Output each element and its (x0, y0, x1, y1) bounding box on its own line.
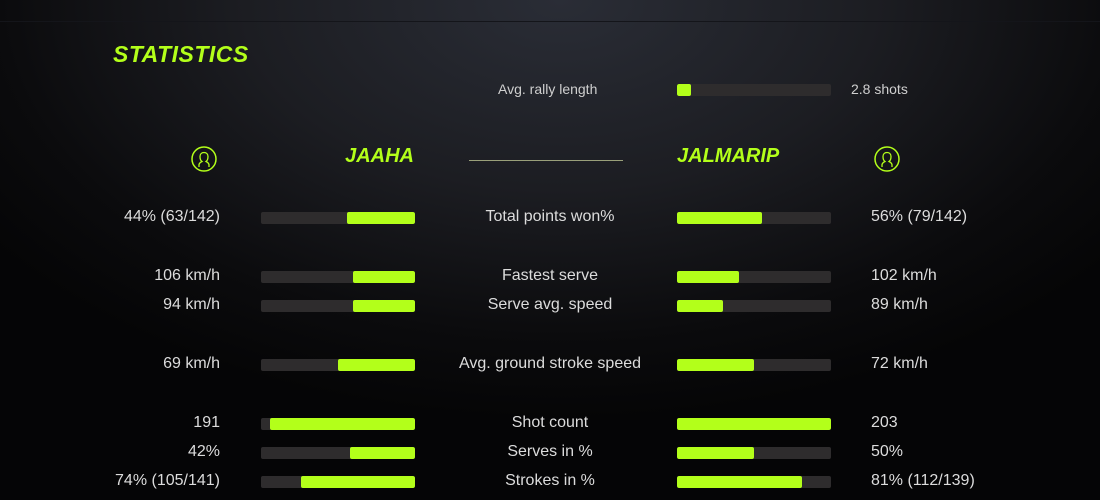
right-stat-bar (677, 271, 831, 283)
stat-label: Strokes in % (505, 472, 595, 489)
right-stat-bar-fill (677, 300, 724, 312)
right-stat-bar-fill (677, 447, 754, 459)
left-stat-bar-fill (347, 212, 415, 224)
user-circle-icon (191, 146, 217, 172)
left-stat-bar-fill (338, 359, 415, 371)
right-stat-value: 56% (79/142) (871, 208, 968, 225)
rally-value: 2.8 shots (851, 81, 908, 97)
left-stat-value: 74% (105/141) (115, 472, 220, 489)
right-stat-bar-fill (677, 359, 754, 371)
right-stat-value: 89 km/h (871, 296, 928, 313)
left-player-name: JAAHA (345, 145, 414, 167)
right-stat-value: 203 (871, 414, 898, 431)
rally-label: Avg. rally length (498, 81, 598, 97)
stat-label: Serves in % (507, 443, 593, 460)
right-stat-bar (677, 212, 831, 224)
left-stat-bar-fill (270, 418, 415, 430)
right-stat-bar (677, 476, 831, 488)
left-stat-value: 191 (193, 414, 220, 431)
page-title: STATISTICS (113, 41, 249, 67)
right-stat-bar (677, 418, 831, 430)
left-stat-value: 69 km/h (163, 355, 220, 372)
left-stat-bar (261, 271, 415, 283)
right-stat-bar-fill (677, 212, 762, 224)
right-stat-bar-fill (677, 476, 802, 488)
right-stat-value: 72 km/h (871, 355, 928, 372)
right-stat-bar (677, 359, 831, 371)
user-circle-icon (874, 146, 900, 172)
right-player-name: JALMARIP (677, 145, 780, 167)
left-stat-bar-fill (353, 271, 415, 283)
left-stat-bar (261, 359, 415, 371)
right-stat-bar-fill (677, 418, 831, 430)
header-divider (469, 160, 623, 161)
right-stat-value: 81% (112/139) (871, 472, 975, 489)
left-stat-bar (261, 212, 415, 224)
right-stat-value: 50% (871, 443, 904, 460)
stat-label: Shot count (511, 414, 589, 431)
top-divider (0, 21, 1100, 22)
left-stat-bar (261, 300, 415, 312)
left-stat-value: 42% (187, 443, 220, 460)
rally-bar (677, 84, 831, 96)
right-stat-bar-fill (677, 271, 739, 283)
left-stat-value: 44% (63/142) (123, 208, 220, 225)
right-stat-bar (677, 447, 831, 459)
left-stat-bar-fill (301, 476, 415, 488)
stat-label: Avg. ground stroke speed (458, 355, 642, 372)
stat-label: Serve avg. speed (487, 296, 613, 313)
left-stat-bar (261, 447, 415, 459)
right-stat-value: 102 km/h (871, 267, 937, 284)
left-stat-bar (261, 476, 415, 488)
left-stat-bar (261, 418, 415, 430)
rally-bar-fill (677, 84, 691, 96)
right-stat-bar (677, 300, 831, 312)
left-stat-value: 106 km/h (154, 267, 220, 284)
left-stat-bar-fill (353, 300, 415, 312)
left-stat-bar-fill (350, 447, 415, 459)
left-stat-value: 94 km/h (163, 296, 220, 313)
stat-label: Total points won% (485, 208, 615, 225)
stat-label: Fastest serve (501, 267, 599, 284)
